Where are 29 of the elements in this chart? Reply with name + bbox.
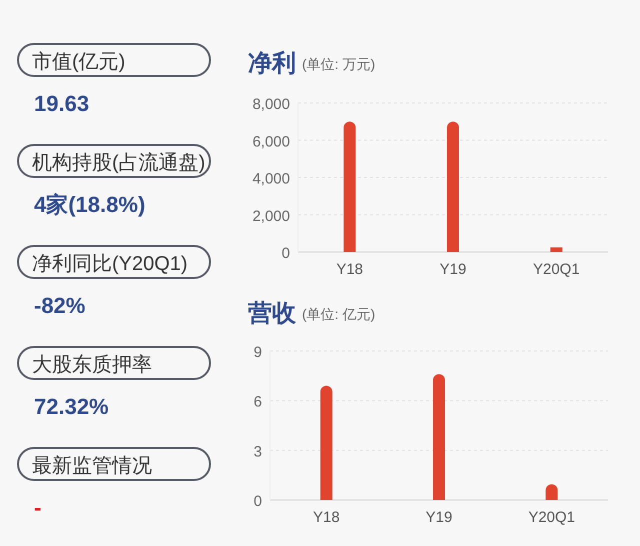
chart-subtitle: (单位: 亿元) [302, 306, 376, 322]
y-tick-label: 9 [254, 344, 262, 361]
text: 机构持股(占流通盘) [32, 152, 206, 174]
text: 市值(亿元) [32, 51, 126, 73]
y-tick-label: 0 [282, 245, 290, 262]
text: 19.63 [34, 91, 90, 116]
y-tick-label: 3 [254, 443, 262, 460]
y-tick-label: 0 [254, 493, 262, 510]
text: 大股东质押率 [32, 354, 152, 376]
text: 72.32% [34, 394, 109, 419]
x-tick-label: Y20Q1 [532, 261, 580, 278]
y-tick-label: 6 [254, 394, 262, 411]
text: 净利同比(Y20Q1) [32, 253, 188, 275]
text: 4家(18.8%) [34, 192, 146, 217]
x-tick-label: Y19 [440, 261, 466, 278]
chart-title: 净利 [248, 50, 296, 77]
x-tick-label: Y19 [426, 509, 452, 526]
x-tick-label: Y18 [336, 261, 364, 278]
text: 最新监管情况 [32, 455, 152, 477]
x-tick-label: Y18 [312, 509, 340, 526]
y-tick-label: 4,000 [252, 170, 290, 188]
x-tick-label: Y20Q1 [528, 509, 576, 526]
text: - [34, 495, 42, 520]
y-tick-label: 2,000 [252, 208, 290, 225]
chart-subtitle: (单位: 万元) [302, 56, 376, 72]
text: -82% [34, 293, 86, 318]
y-tick-label: 6,000 [252, 133, 290, 150]
chart-title: 营收 [247, 300, 297, 327]
y-tick-label: 8,000 [252, 96, 290, 113]
